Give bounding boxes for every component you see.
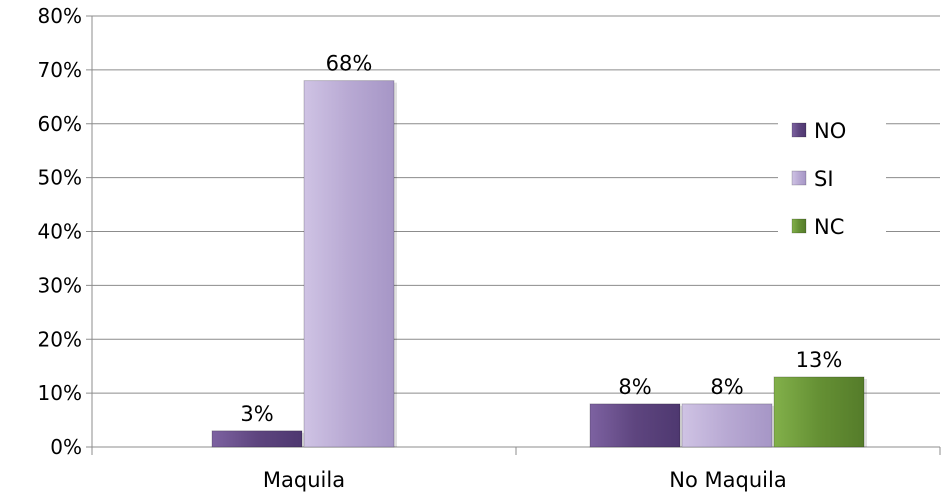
y-tick-label: 20% — [38, 327, 82, 351]
legend-label: NO — [814, 119, 846, 143]
data-label: 13% — [796, 348, 843, 372]
y-tick-label: 70% — [38, 58, 82, 82]
y-tick-label: 30% — [38, 273, 82, 297]
bar — [681, 403, 773, 448]
x-category-label: Maquila — [263, 468, 345, 492]
legend-label: NC — [814, 215, 844, 239]
data-label: 8% — [618, 375, 651, 399]
legend-swatch — [791, 170, 807, 186]
data-label: 68% — [326, 52, 373, 76]
legend-label: SI — [814, 167, 834, 191]
data-label: 8% — [710, 375, 743, 399]
y-tick-label: 10% — [38, 381, 82, 405]
bar — [589, 403, 681, 448]
legend-swatch — [791, 218, 807, 234]
y-tick-label: 80% — [38, 4, 82, 28]
y-tick-label: 50% — [38, 166, 82, 190]
data-label: 3% — [240, 402, 273, 426]
legend-swatch — [791, 122, 807, 138]
y-tick-label: 0% — [50, 435, 82, 459]
y-tick-label: 40% — [38, 220, 82, 244]
bar — [773, 376, 865, 448]
bar — [303, 80, 395, 448]
x-category-label: No Maquila — [669, 468, 786, 492]
bar — [211, 430, 303, 448]
y-tick-label: 60% — [38, 112, 82, 136]
